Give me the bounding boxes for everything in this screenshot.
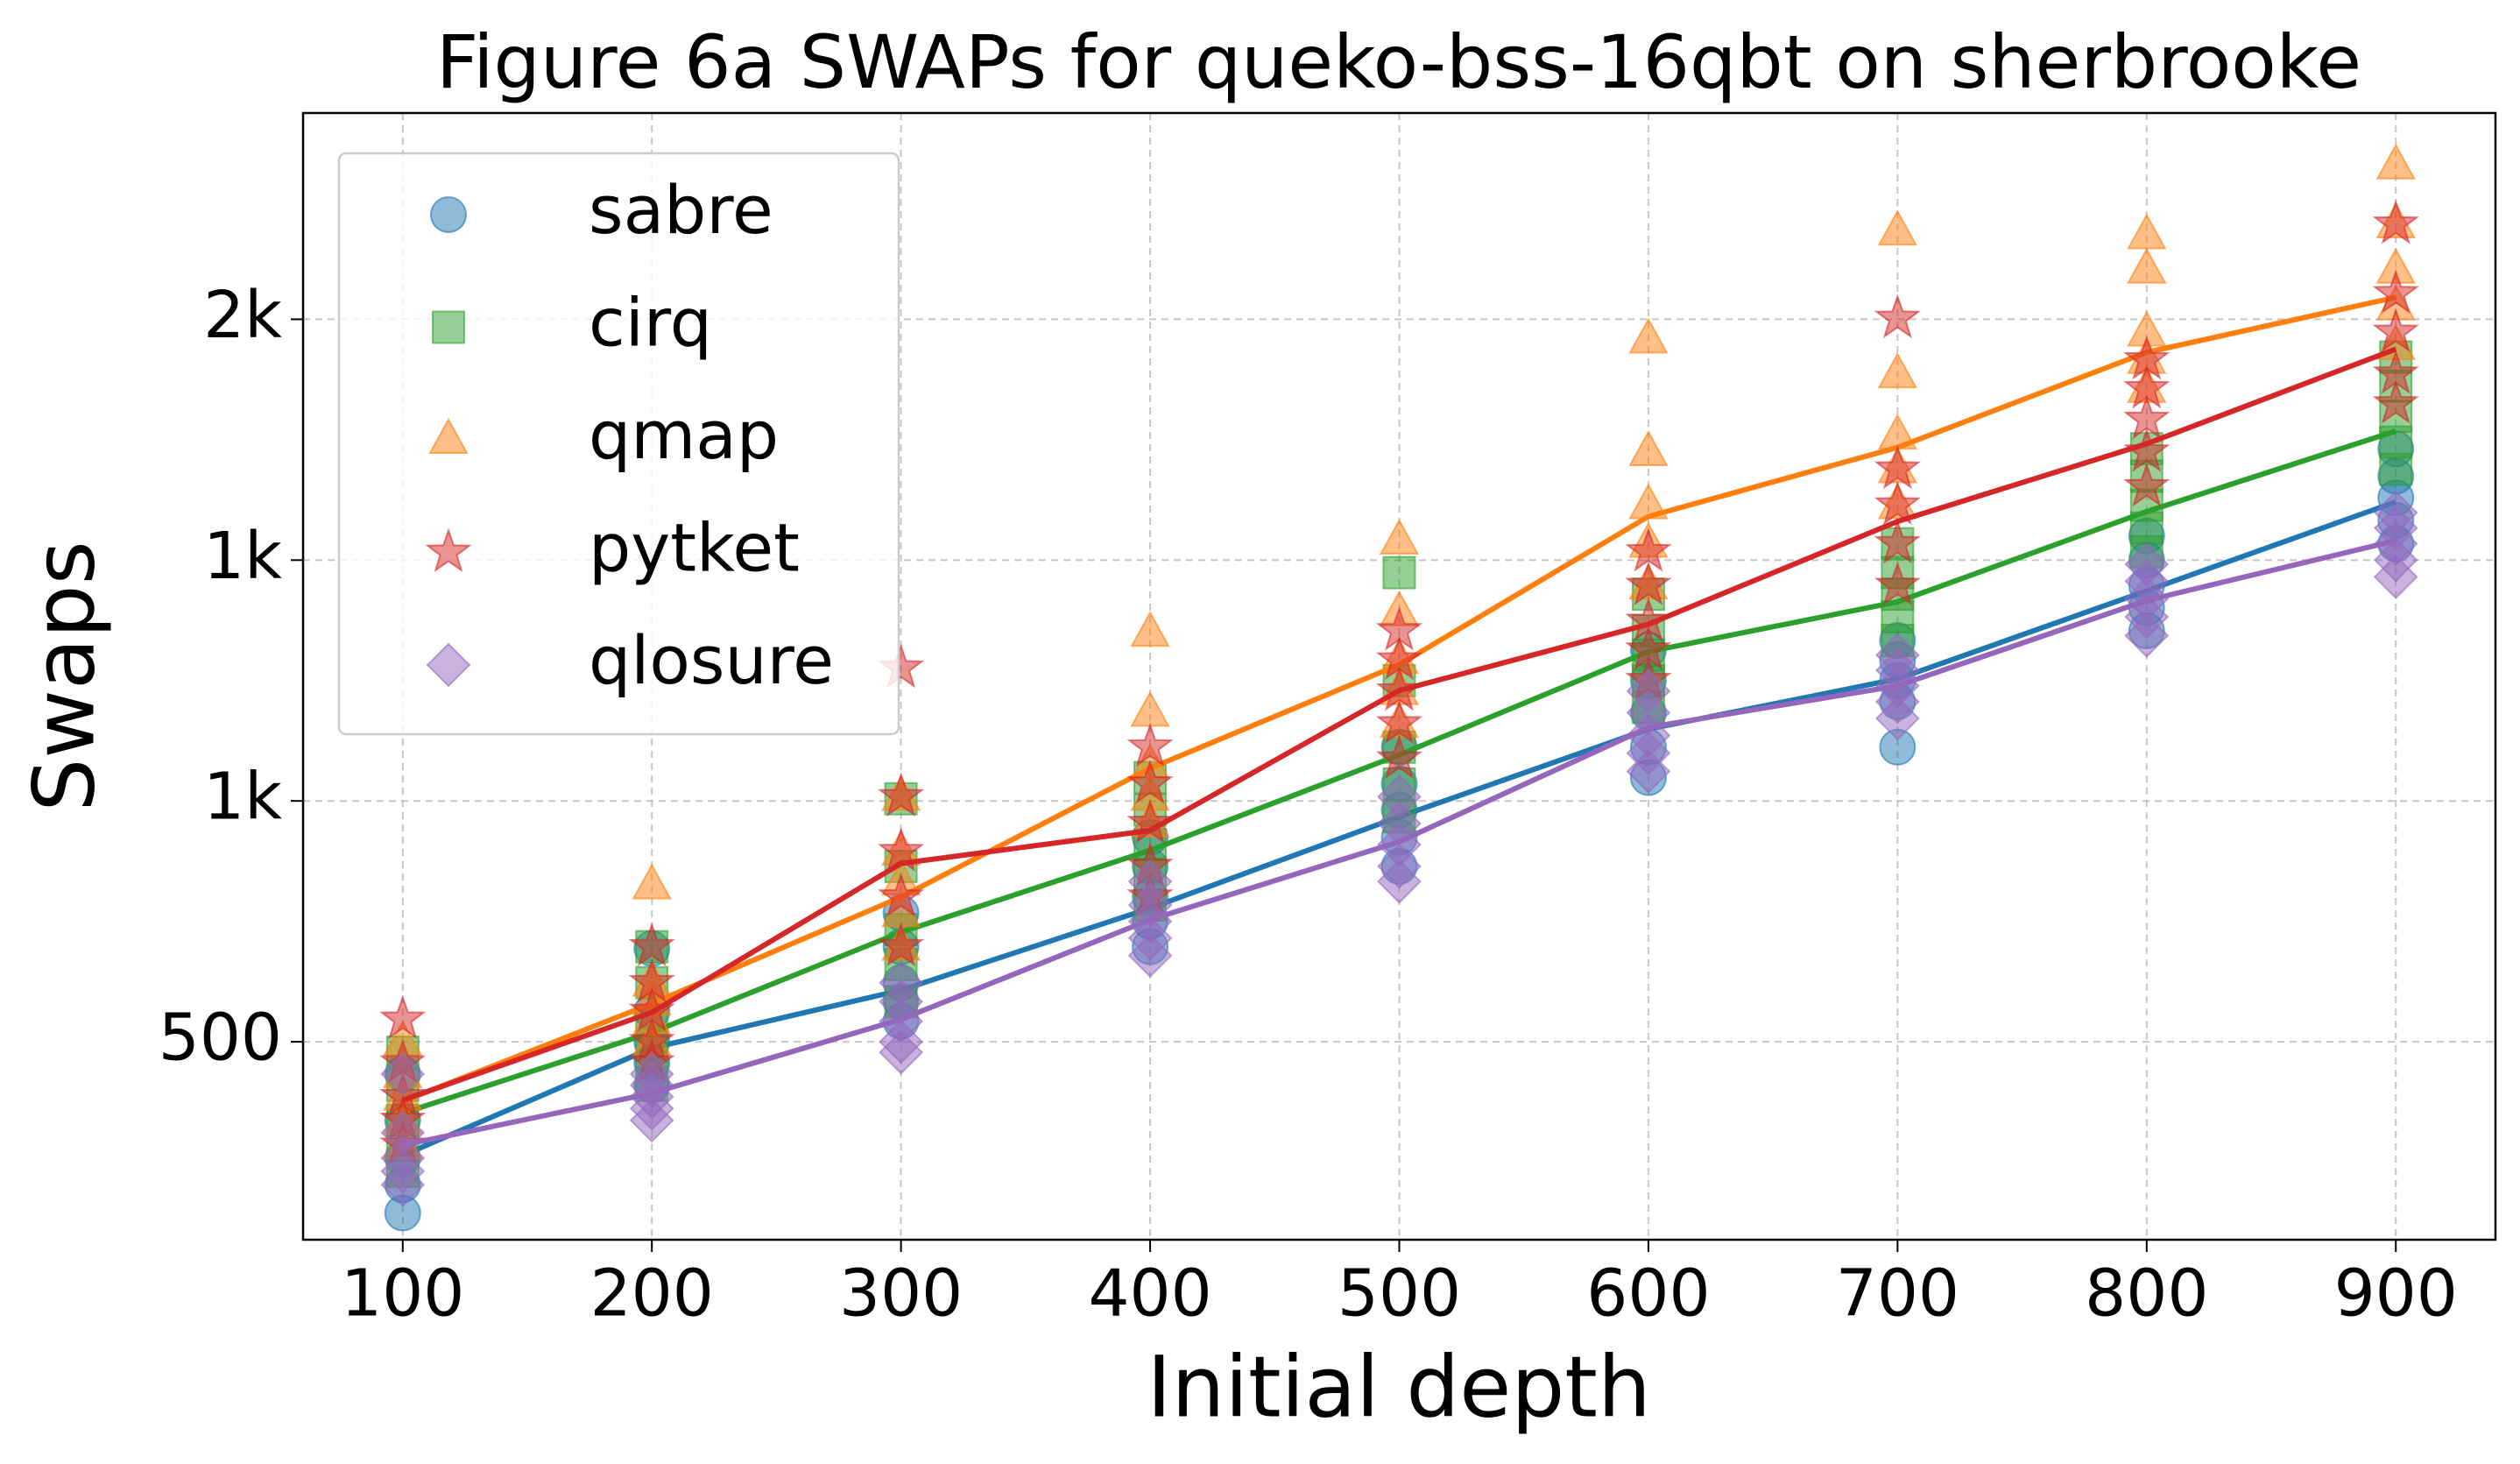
scatter-point <box>2124 541 2170 587</box>
legend-label: qlosure <box>589 621 834 699</box>
y-tick-label: 500 <box>159 1001 282 1076</box>
scatter-point <box>2123 335 2171 380</box>
x-tick-label: 700 <box>1836 1256 1959 1332</box>
y-axis-label: Swaps <box>15 541 113 811</box>
scatter-point <box>380 1135 426 1181</box>
scatter-point <box>2372 199 2419 244</box>
scatter-point <box>1874 294 1922 339</box>
x-tick-label: 900 <box>2334 1256 2458 1332</box>
legend-marker <box>432 310 465 344</box>
scatter-point <box>1874 480 1922 526</box>
scatter-point <box>1874 633 1920 678</box>
x-tick-label: 500 <box>1338 1256 1461 1332</box>
legend-label: qmap <box>589 396 779 474</box>
series-line <box>402 538 2396 1149</box>
scatter-point <box>1375 699 1423 745</box>
scatter-point <box>1126 759 1174 804</box>
legend-label: pytket <box>589 508 800 586</box>
scatter-point <box>628 1017 675 1062</box>
scatter-point <box>1375 635 1423 681</box>
x-axis-label: Initial depth <box>1147 1338 1651 1436</box>
scatter-point <box>380 1110 426 1156</box>
scatter-point <box>2123 394 2171 440</box>
scatter-point <box>628 958 675 1003</box>
scatter-point <box>2127 213 2167 250</box>
legend-label: sabre <box>589 171 773 249</box>
scatter-point <box>1874 444 1922 490</box>
scatter-point <box>1625 626 1672 670</box>
legend-marker <box>426 642 471 688</box>
scatter-point <box>2372 308 2419 353</box>
y-tick-label: 1k <box>203 519 282 594</box>
scatter-point <box>2372 379 2419 424</box>
scatter-point <box>877 772 925 817</box>
scatter-point <box>1877 209 1918 246</box>
x-tick-label: 400 <box>1088 1256 1211 1332</box>
scatter-point <box>1625 527 1672 572</box>
scatter-point <box>2127 247 2167 284</box>
scatter-point <box>1126 722 1174 767</box>
x-tick-label: 200 <box>590 1256 714 1332</box>
scatter-point <box>1874 519 1922 564</box>
scatter-point <box>380 1051 426 1097</box>
scatter-point <box>2372 350 2419 394</box>
scatter-point <box>1379 518 1420 555</box>
scatter-point <box>2123 462 2171 507</box>
legend-label: cirq <box>589 283 712 361</box>
scatter-point <box>1130 611 1170 647</box>
scatter-point <box>1625 561 1672 605</box>
x-tick-label: 800 <box>2085 1256 2208 1332</box>
chart-title: Figure 6a SWAPs for queko-bss-16qbt on s… <box>436 19 2361 105</box>
x-tick-label: 300 <box>839 1256 963 1332</box>
series-line <box>401 346 2397 1103</box>
legend-marker <box>430 196 467 233</box>
scatter-point <box>879 960 924 1006</box>
legend-marker <box>428 417 469 454</box>
scatter-point <box>1625 597 1672 642</box>
scatter-point <box>1127 859 1173 904</box>
plot-frame <box>301 111 2497 1241</box>
scatter-point <box>1874 561 1922 605</box>
legend-marker <box>425 527 472 573</box>
x-tick-label: 600 <box>1586 1256 1710 1332</box>
scatter-point <box>379 994 427 1040</box>
legend-box <box>337 152 900 736</box>
scatter-point <box>1626 668 1671 714</box>
scatter-point <box>1628 317 1669 354</box>
y-tick-label: 2k <box>203 278 282 353</box>
x-tick-label: 100 <box>341 1256 464 1332</box>
y-tick-label: 1k <box>203 760 282 835</box>
scatter-point <box>1628 429 1669 467</box>
scatter-point <box>877 872 925 917</box>
scatter-point <box>1375 734 1423 780</box>
scatter-point <box>2123 364 2171 409</box>
scatter-point <box>628 922 675 967</box>
scatter-point <box>877 827 925 872</box>
scatter-point <box>632 863 672 900</box>
scatter-point <box>1382 555 1416 590</box>
scatter-point <box>877 922 925 967</box>
scatter-point <box>1375 606 1423 651</box>
scatter-point <box>2123 427 2171 472</box>
scatter-point <box>2373 490 2418 535</box>
scatter-point <box>1377 774 1422 819</box>
scatter-point <box>2375 143 2416 180</box>
scatter-point <box>2372 269 2419 315</box>
scatter-point <box>1877 352 1918 389</box>
